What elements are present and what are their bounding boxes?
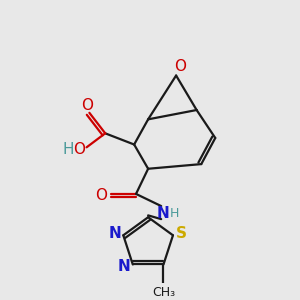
Text: O: O [174,59,186,74]
Text: N: N [157,206,169,221]
Text: CH₃: CH₃ [152,286,175,299]
Text: H: H [169,207,179,220]
Text: N: N [109,226,121,241]
Text: O: O [73,142,85,157]
Text: O: O [95,188,107,203]
Text: S: S [176,226,187,241]
Text: H: H [62,142,74,157]
Text: O: O [82,98,94,113]
Text: N: N [118,259,131,274]
